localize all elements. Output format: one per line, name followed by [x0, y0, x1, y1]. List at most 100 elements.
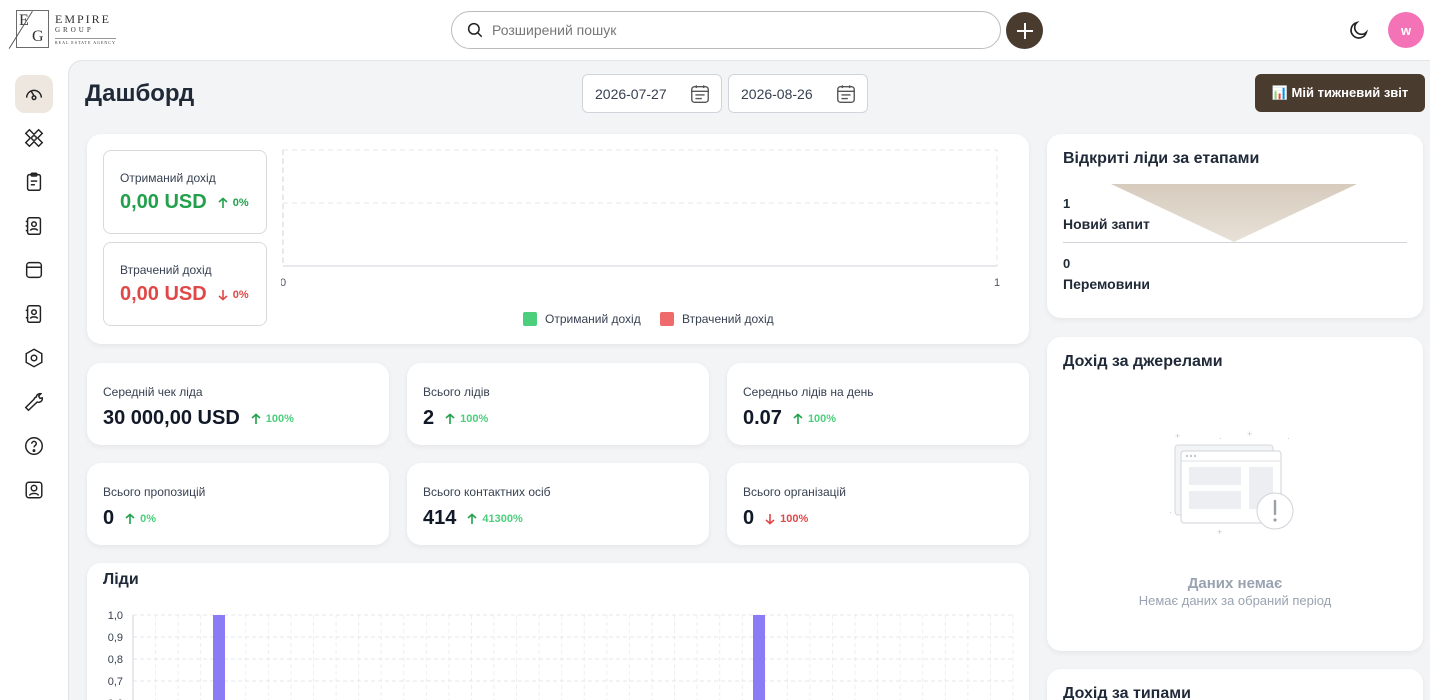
search-input[interactable]: [492, 22, 972, 38]
arrow-down-icon: [765, 513, 775, 525]
y-tick-label: 0,6: [108, 698, 123, 700]
sidebar-item-archive[interactable]: [15, 251, 53, 289]
stat-delta: 100%: [250, 413, 294, 425]
stat-label: Середньо лідів на день: [743, 385, 874, 399]
date-from-field[interactable]: 2026-07-27: [582, 74, 722, 113]
sidebar-item-dashboard[interactable]: [15, 75, 53, 113]
stat-delta: 0%: [124, 513, 156, 525]
sidebar-item-clients[interactable]: [15, 295, 53, 333]
date-to-value: 2026-08-26: [741, 85, 813, 102]
archive-icon: [25, 261, 43, 279]
legend-lost[interactable]: Втрачений дохід: [660, 312, 774, 326]
stat-card-contacts: Всього контактних осіб 414 41300%: [407, 463, 709, 545]
stat-label: Всього лідів: [423, 385, 490, 399]
user-card-icon: [25, 305, 42, 323]
funnel-divider: [1063, 242, 1407, 243]
logo-letter-g: G: [32, 28, 44, 45]
stat-value: 2: [423, 407, 435, 429]
received-revenue-delta: 0%: [217, 197, 249, 209]
calendar-icon[interactable]: [835, 83, 857, 105]
logo-letter-e: E: [19, 12, 29, 29]
arrow-up-icon: [218, 196, 228, 208]
stat-value: 0: [103, 507, 115, 529]
add-button[interactable]: [1006, 12, 1043, 49]
wrench-icon: [24, 392, 44, 412]
stat-card-avg-check: Середній чек ліда 30 000,00 USD 100%: [87, 363, 389, 445]
logo-line-1: EMPIRE: [55, 12, 112, 26]
user-icon: [25, 481, 43, 499]
top-bar: E G EMPIRE GROUP REAL ESTATE AGENCY w: [0, 0, 1430, 60]
stat-value: 414: [423, 507, 457, 529]
funnel-stage-2-count: 0: [1063, 256, 1071, 271]
empty-state-illustration: + + · · · +: [1169, 429, 1294, 537]
stat-card-proposals: Всього пропозицій 0 0%: [87, 463, 389, 545]
sources-title: Дохід за джерелами: [1063, 353, 1223, 370]
chart-plot-area: [282, 149, 998, 267]
sidebar-item-settings[interactable]: [15, 339, 53, 377]
svg-text:+: +: [1247, 429, 1252, 439]
arrow-up-icon: [445, 412, 455, 424]
search-icon: [467, 22, 483, 38]
avatar[interactable]: w: [1388, 12, 1424, 48]
stat-card-leads-per-day: Середньо лідів на день 0.07 100%: [727, 363, 1029, 445]
handshake-icon: [24, 128, 44, 148]
logo-line-2: GROUP: [55, 26, 94, 34]
weekly-report-button[interactable]: 📊 Мій тижневий звіт: [1255, 74, 1425, 112]
revenue-card: Отриманий дохід 0,00 USD 0% Втрачений до…: [87, 134, 1029, 344]
sidebar-item-help[interactable]: [15, 427, 53, 465]
types-title: Дохід за типами: [1063, 685, 1191, 700]
sidebar-item-profile[interactable]: [15, 471, 53, 509]
svg-text:·: ·: [1219, 433, 1222, 443]
lost-revenue-delta: 0%: [217, 289, 249, 301]
legend-received[interactable]: Отриманий дохід: [523, 312, 641, 326]
sidebar-item-deals[interactable]: [15, 119, 53, 157]
contact-book-icon: [25, 217, 42, 235]
stat-label: Середній чек ліда: [103, 385, 203, 399]
y-tick-label: 0,7: [108, 676, 123, 688]
main-content: Дашборд 2026-07-27 2026-08-26 📊 Мій тижн…: [68, 60, 1430, 700]
lead-bar: [753, 615, 765, 700]
date-to-field[interactable]: 2026-08-26: [728, 74, 868, 113]
svg-text:·: ·: [1287, 433, 1290, 443]
stat-value: 0.07: [743, 407, 782, 429]
y-tick-label: 0,8: [108, 654, 123, 666]
stat-delta: 41300%: [466, 512, 523, 525]
sidebar: [0, 60, 68, 700]
svg-text:+: +: [1175, 431, 1180, 441]
funnel-stage-2-name: Перемовини: [1063, 276, 1151, 292]
y-tick-label: 1,0: [108, 610, 123, 622]
stat-value: 30 000,00 USD: [103, 407, 240, 429]
funnel-stage-1-name: Новий запит: [1063, 216, 1150, 232]
lost-revenue-delta-value: 0%: [232, 288, 249, 301]
lost-revenue-label: Втрачений дохід: [120, 263, 212, 277]
clipboard-icon: [26, 172, 42, 191]
legend-swatch-green: [523, 312, 537, 326]
leads-chart-card: Ліди 1,0 0,9 0,8 0,7 0,6: [87, 563, 1029, 700]
arrow-up-icon: [251, 412, 261, 424]
lead-bar: [213, 615, 225, 700]
y-tick-label: 0,9: [108, 632, 123, 644]
sidebar-item-documents[interactable]: [15, 163, 53, 201]
svg-text:·: ·: [1169, 507, 1172, 517]
leads-chart: 1,0 0,9 0,8 0,7 0,6: [108, 610, 1014, 700]
search-bar[interactable]: [451, 11, 1001, 49]
stat-delta: 100%: [444, 413, 488, 425]
sidebar-item-contacts[interactable]: [15, 207, 53, 245]
received-revenue-delta-value: 0%: [232, 196, 249, 209]
hexagon-gear-icon: [25, 348, 43, 368]
x-tick-label: 1: [994, 277, 1000, 289]
stat-card-total-leads: Всього лідів 2 100%: [407, 363, 709, 445]
moon-icon[interactable]: [1348, 19, 1370, 41]
calendar-icon[interactable]: [689, 83, 711, 105]
company-logo[interactable]: E G EMPIRE GROUP REAL ESTATE AGENCY: [8, 10, 116, 49]
arrow-up-icon: [467, 512, 477, 524]
page-title: Дашборд: [85, 80, 195, 107]
logo-text: EMPIRE GROUP REAL ESTATE AGENCY: [55, 13, 116, 45]
logo-mark: E G: [8, 10, 49, 49]
date-from-value: 2026-07-27: [595, 85, 667, 102]
stat-card-organizations: Всього організацій 0 100%: [727, 463, 1029, 545]
stat-label: Всього організацій: [743, 485, 846, 499]
funnel-stage-1-count: 1: [1063, 196, 1071, 211]
sidebar-item-tools[interactable]: [15, 383, 53, 421]
